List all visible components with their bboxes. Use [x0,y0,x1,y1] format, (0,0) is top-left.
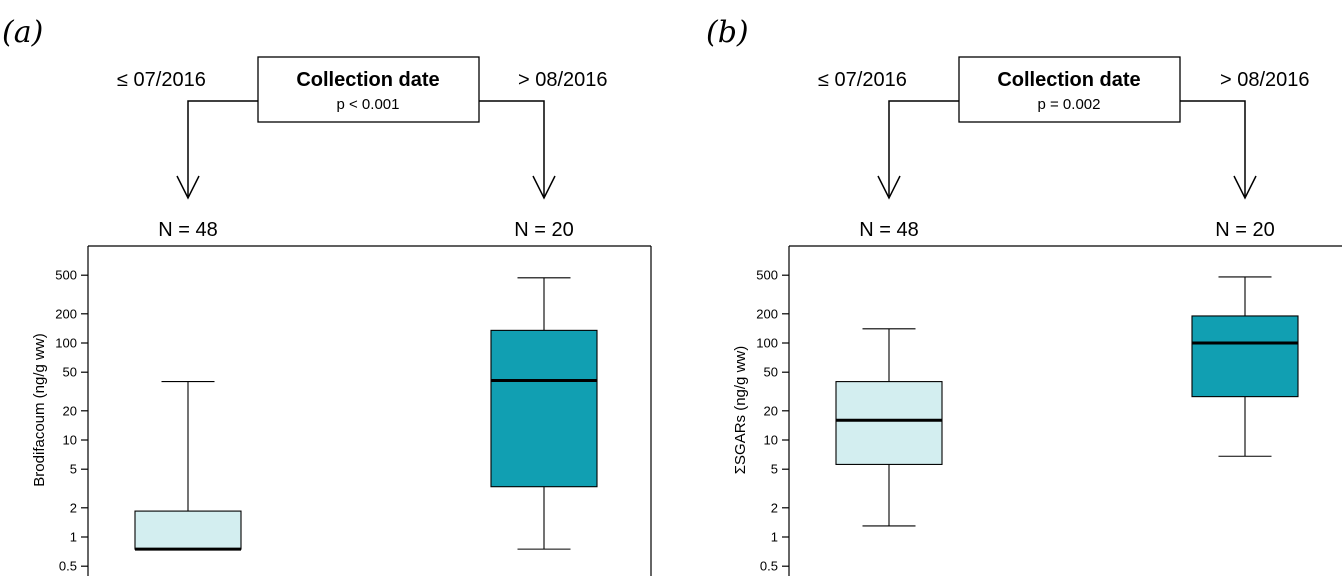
panel-a-left-connector [187,100,258,196]
panel-a-plot: Brodifacoum (ng/g ww) 0.5 1 2 5 10 20 50 100 200… [31,245,652,576]
panel-a: (a) Collection date p < 0.001 ≤ 07/2016 … [2,15,652,576]
panel-b-y-tick-label: 0.5 [760,559,778,574]
panel-b-boxes [835,276,1299,527]
panel-b-node-title: Collection date [997,69,1140,91]
panel-b: (b) Collection date p = 0.002 ≤ 07/2016 … [706,15,1342,576]
panel-b-node-box [958,56,1181,123]
panel-a-y-tick-label: 0.5 [59,559,77,574]
panel-a-right-branch-label: > 08/2016 [518,69,608,91]
panel-a-y-tick-label: 200 [55,306,77,321]
iqr-box [134,510,242,550]
panel-b-y-axis-label: ΣSGARs (ng/g ww) [732,346,749,474]
panel-b-right-n: N = 20 [1215,219,1274,241]
panel-b-y-tick-label: 10 [764,433,778,448]
panel-a-left-arrow-icon [176,175,200,200]
panel-b-left-connector [888,100,959,196]
panel-b-box-1 [835,328,943,527]
panel-b-left-arrow-icon [877,175,901,200]
panel-b-y-tick-label: 2 [771,500,778,515]
panel-b-left-n: N = 48 [859,219,918,241]
panel-b-y-tick-label: 20 [764,403,778,418]
panel-a-y-tick-label: 20 [63,403,77,418]
panel-a-node-title: Collection date [296,69,439,91]
panel-a-y-tick-label: 2 [70,500,77,515]
panel-a-box-2 [490,277,598,550]
panel-b-node-p: p = 0.002 [1038,96,1101,113]
panel-a-letter: (a) [2,15,43,50]
panel-b-right-connector [1180,100,1246,196]
panel-b-box-2 [1191,276,1299,457]
panel-a-y-axis-label: Brodifacoum (ng/g ww) [31,333,48,486]
panel-a-y-axis: 0.5 1 2 5 10 20 50 100 200 500 [55,268,88,574]
panel-a-y-tick-label: 100 [55,336,77,351]
panel-b-y-tick-label: 50 [764,365,778,380]
panel-b-y-tick-label: 200 [756,306,778,321]
panel-a-y-tick-label: 10 [63,433,77,448]
panel-a-left-n: N = 48 [158,219,217,241]
panel-a-tree: Collection date p < 0.001 ≤ 07/2016 > 08… [117,56,608,241]
panel-a-right-arrow-icon [532,175,556,200]
panel-b-y-tick-label: 500 [756,268,778,283]
panel-b-tree: Collection date p = 0.002 ≤ 07/2016 > 08… [818,56,1310,241]
panel-b-plot: ΣSGARs (ng/g ww) 0.5 1 2 5 10 20 50 100 200 500 [732,245,1342,576]
panel-a-right-n: N = 20 [514,219,573,241]
panel-a-boxes [134,277,598,551]
panel-a-y-tick-label: 1 [70,530,77,545]
panel-b-right-branch-label: > 08/2016 [1220,69,1310,91]
panel-a-y-tick-label: 5 [70,462,77,477]
panel-b-y-tick-label: 100 [756,336,778,351]
panel-b-right-arrow-icon [1233,175,1257,200]
iqr-box [490,329,598,488]
panel-a-right-connector [479,100,545,196]
panel-b-y-tick-label: 1 [771,530,778,545]
panel-b-y-tick-label: 5 [771,462,778,477]
panel-b-letter: (b) [706,15,749,50]
panel-b-left-branch-label: ≤ 07/2016 [818,69,907,91]
panel-b-y-axis: 0.5 1 2 5 10 20 50 100 200 500 [756,268,789,574]
panel-a-node-p: p < 0.001 [337,96,400,113]
panel-a-y-tick-label: 50 [63,365,77,380]
panel-a-y-tick-label: 500 [55,268,77,283]
panel-a-node-box [257,56,480,123]
iqr-box [1191,315,1299,398]
iqr-box [835,381,943,465]
panel-a-left-branch-label: ≤ 07/2016 [117,69,206,91]
panel-a-box-1 [134,381,242,551]
